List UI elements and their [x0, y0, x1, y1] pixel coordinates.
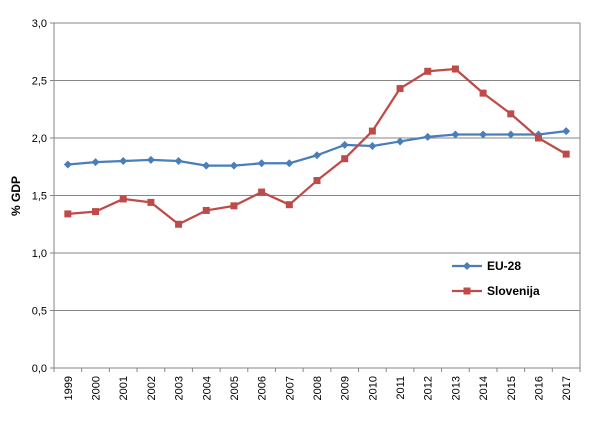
data-point — [507, 110, 515, 118]
data-point — [396, 137, 405, 146]
data-point — [91, 158, 100, 167]
x-tick-label: 2011 — [395, 376, 407, 400]
x-tick-label: 2013 — [450, 376, 462, 400]
data-point — [451, 130, 460, 139]
data-point — [534, 134, 542, 142]
y-tick-label: 2,5 — [32, 76, 47, 88]
data-point — [202, 161, 211, 170]
data-point — [146, 155, 155, 164]
data-point — [562, 150, 570, 158]
data-point — [423, 132, 432, 141]
y-tick-label: 0,5 — [32, 306, 47, 318]
x-tick-label: 2017 — [561, 376, 573, 400]
x-tick-label: 2009 — [340, 376, 352, 400]
data-point — [506, 130, 515, 139]
data-point — [63, 160, 72, 169]
legend-label-slovenija: Slovenija — [487, 284, 540, 298]
data-point — [202, 206, 210, 214]
data-point — [285, 159, 294, 168]
y-axis-title: % GDP — [9, 176, 23, 216]
x-tick-label: 1999 — [63, 376, 75, 400]
x-tick-label: 2000 — [91, 376, 103, 400]
x-tick-label: 2007 — [284, 376, 296, 400]
data-point — [368, 127, 376, 135]
y-tick-label: 1,5 — [32, 191, 47, 203]
data-point — [313, 177, 321, 185]
x-tick-label: 2005 — [229, 376, 241, 400]
legend: EU-28 Slovenija — [452, 259, 540, 298]
x-tick-label: 2002 — [146, 376, 158, 400]
x-tick-label: 2016 — [533, 376, 545, 400]
y-tick-label: 0,0 — [32, 363, 47, 375]
data-point — [174, 157, 183, 165]
x-tick-label: 2014 — [478, 376, 490, 400]
data-point — [451, 65, 459, 73]
x-tick-label: 2012 — [423, 376, 435, 400]
series-slovenija — [64, 65, 570, 228]
x-tick-label: 2001 — [118, 376, 130, 400]
data-point — [562, 127, 571, 136]
x-tick-label: 2006 — [257, 376, 269, 400]
x-tick-label: 2003 — [174, 376, 186, 400]
data-point — [285, 201, 293, 209]
x-tick-label: 2015 — [506, 376, 518, 400]
data-point — [119, 195, 127, 203]
data-point — [92, 208, 100, 216]
data-point — [258, 188, 266, 196]
data-point — [257, 159, 266, 168]
data-point — [147, 198, 155, 206]
data-point — [479, 130, 488, 139]
series-eu-28 — [63, 127, 571, 170]
data-point — [313, 151, 321, 160]
data-point — [396, 85, 404, 93]
data-point — [340, 140, 349, 149]
gridlines — [54, 22, 580, 311]
data-point — [119, 157, 128, 165]
y-tick-label: 3,0 — [32, 18, 47, 30]
data-point — [341, 155, 349, 163]
x-tick-label: 2008 — [312, 376, 324, 400]
y-tick-label: 1,0 — [32, 248, 47, 260]
x-tick-label: 2004 — [201, 376, 213, 400]
series-group — [63, 65, 571, 228]
x-axis-ticks: 1999 2000 2001 2002 2003 2004 2005 2006 2007 2008… — [53, 368, 581, 400]
legend-marker-slovenija — [463, 287, 471, 295]
x-tick-label: 2010 — [367, 376, 379, 400]
legend-marker-eu-28 — [463, 262, 471, 270]
y-axis-ticks: 0,0 0,5 1,0 1,5 2,0 2,5 3,0 — [32, 18, 54, 375]
data-point — [479, 89, 487, 97]
data-point — [424, 67, 432, 75]
y-tick-label: 2,0 — [32, 133, 47, 145]
data-point — [64, 210, 72, 218]
data-point — [368, 142, 377, 151]
data-point — [230, 202, 238, 210]
data-point — [229, 161, 238, 170]
legend-label-eu-28: EU-28 — [487, 259, 521, 273]
data-point — [175, 220, 183, 228]
